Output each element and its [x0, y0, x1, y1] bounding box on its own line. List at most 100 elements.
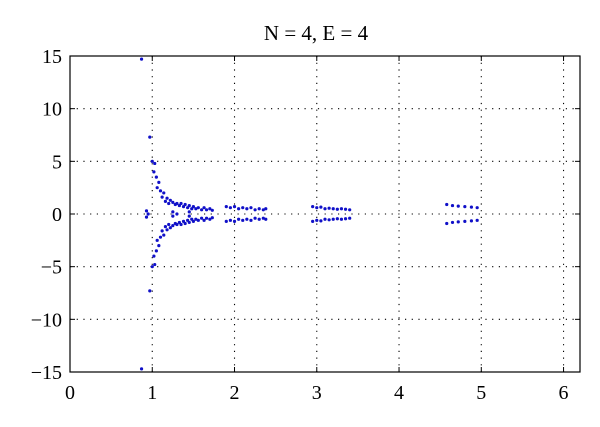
data-point: [253, 216, 257, 220]
data-point: [257, 217, 261, 221]
data-point: [165, 228, 169, 232]
data-point: [153, 262, 157, 267]
data-point: [327, 218, 331, 222]
data-point: [146, 212, 150, 216]
data-point: [194, 217, 198, 221]
data-point: [315, 206, 319, 210]
x-tick-label: 2: [230, 382, 240, 404]
data-point: [171, 223, 175, 228]
data-point: [469, 219, 474, 223]
data-point: [202, 206, 206, 210]
data-point: [257, 207, 261, 211]
data-point: [183, 221, 187, 226]
data-point: [241, 206, 245, 210]
data-point: [171, 200, 175, 205]
data-point: [204, 208, 209, 212]
data-point: [175, 201, 179, 206]
data-point: [339, 207, 344, 211]
data-point: [264, 207, 268, 211]
data-point: [168, 226, 172, 230]
data-point: [450, 220, 455, 225]
data-point: [167, 222, 171, 227]
data-point: [475, 206, 479, 210]
data-point: [208, 217, 212, 221]
y-tick-label: −10: [31, 309, 62, 331]
data-point: [157, 180, 161, 184]
data-point: [153, 161, 157, 166]
data-point: [331, 207, 335, 211]
data-point: [200, 216, 204, 220]
data-point: [187, 210, 191, 214]
chart-title: N = 4, E = 4: [264, 21, 369, 45]
data-point: [191, 205, 195, 209]
data-point: [311, 219, 315, 223]
data-point: [168, 198, 172, 202]
x-tick-label: 3: [312, 382, 322, 404]
data-point: [348, 208, 352, 212]
y-tick-label: 15: [42, 46, 62, 68]
data-points: [139, 57, 479, 371]
data-point: [475, 218, 479, 222]
data-point: [175, 222, 179, 227]
data-point: [194, 207, 198, 211]
y-tick-label: −5: [41, 257, 62, 279]
data-point: [155, 186, 159, 190]
data-point: [187, 214, 191, 218]
data-point: [155, 238, 159, 242]
data-point: [264, 217, 268, 221]
data-point: [154, 249, 158, 253]
data-point: [152, 170, 156, 174]
y-tick-label: 0: [52, 204, 62, 226]
data-point: [148, 289, 152, 293]
data-point: [171, 214, 175, 218]
data-point: [139, 367, 144, 371]
data-point: [144, 209, 149, 213]
data-point: [210, 208, 214, 212]
data-point: [319, 205, 323, 209]
data-point: [162, 191, 166, 195]
data-point: [196, 218, 200, 222]
x-tick-labels: 0 1 2 3 4 5 6: [65, 382, 569, 404]
data-point: [335, 217, 339, 221]
data-point: [200, 208, 204, 212]
x-tick-label: 0: [65, 382, 75, 404]
data-point: [154, 175, 158, 179]
x-tick-label: 5: [476, 382, 486, 404]
data-point: [202, 218, 206, 222]
data-point: [339, 217, 344, 221]
data-point: [232, 219, 237, 223]
data-point: [245, 207, 249, 211]
data-point: [245, 217, 249, 221]
data-point: [232, 205, 237, 209]
data-point: [456, 204, 460, 208]
data-point: [237, 217, 241, 221]
data-point: [162, 233, 166, 237]
data-point: [157, 244, 161, 248]
data-point: [335, 207, 339, 211]
data-point: [150, 159, 154, 163]
data-point: [163, 199, 168, 203]
data-point: [463, 219, 467, 223]
data-point: [463, 205, 467, 209]
data-point: [160, 229, 164, 233]
data-point: [191, 219, 195, 223]
data-point: [348, 216, 352, 220]
data-point: [163, 225, 168, 229]
data-point: [167, 201, 171, 206]
data-point: [237, 207, 241, 211]
data-point: [343, 217, 348, 221]
data-point: [152, 254, 156, 258]
data-point: [150, 265, 154, 269]
data-point: [331, 217, 335, 221]
data-point: [249, 218, 253, 222]
data-point: [158, 235, 163, 239]
data-point: [179, 201, 183, 206]
data-point: [327, 206, 331, 210]
data-point: [228, 218, 232, 222]
data-point: [171, 210, 175, 214]
y-tick-labels: 15 10 5 0 −5 −10 −15: [31, 46, 62, 384]
data-point: [315, 218, 319, 222]
y-tick-label: −15: [31, 362, 62, 384]
